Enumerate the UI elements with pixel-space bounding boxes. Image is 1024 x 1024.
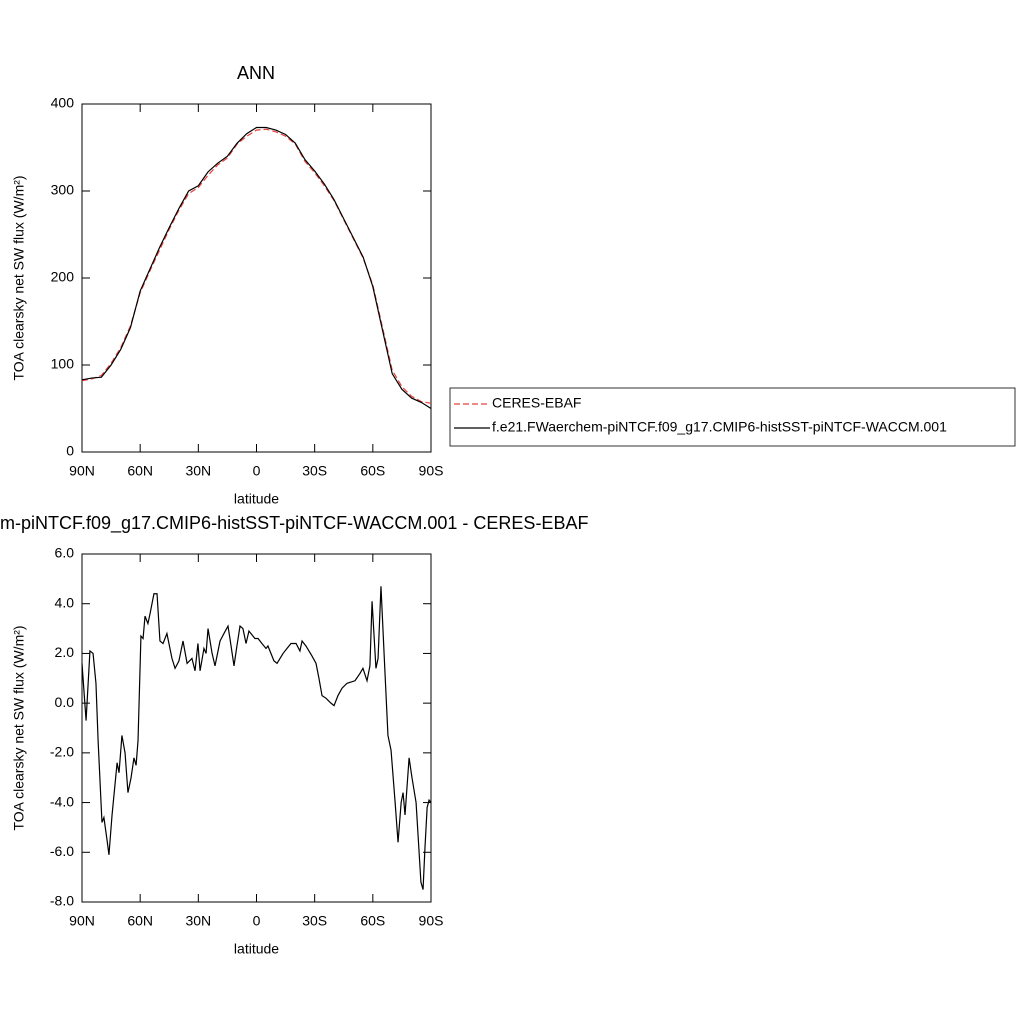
x-tick-label: 90N: [69, 463, 95, 479]
x-tick-label: 60S: [360, 463, 385, 479]
legend-box: [449, 387, 1016, 447]
x-tick-label: 30S: [302, 463, 327, 479]
y-tick-label: 6.0: [55, 545, 75, 561]
chart-title: m-piNTCF.f09_g17.CMIP6-histSST-piNTCF-WA…: [0, 513, 588, 534]
x-tick-label: 90S: [419, 913, 444, 929]
plot-frame: [81, 553, 432, 903]
y-axis-label: TOA clearsky net SW flux (W/m²): [11, 175, 27, 380]
plot-frame: [81, 103, 432, 453]
y-tick-label: 4.0: [55, 594, 75, 610]
x-axis-label: latitude: [234, 491, 279, 507]
y-tick-label: 400: [51, 95, 75, 111]
x-tick-label: 60N: [127, 463, 153, 479]
legend-label: CERES-EBAF: [492, 395, 581, 411]
y-tick-label: -8.0: [50, 893, 74, 909]
x-tick-label: 30N: [185, 463, 211, 479]
x-tick-label: 0: [253, 913, 261, 929]
y-tick-label: 200: [51, 269, 75, 285]
chart-title: ANN: [237, 63, 275, 83]
data-line: [81, 128, 432, 404]
y-tick-label: 300: [51, 182, 75, 198]
x-tick-label: 90S: [419, 463, 444, 479]
data-line: [81, 586, 432, 890]
y-tick-label: -2.0: [50, 744, 74, 760]
x-tick-label: 90N: [69, 913, 95, 929]
x-tick-label: 60N: [127, 913, 153, 929]
x-axis-label: latitude: [234, 941, 279, 957]
y-tick-label: -6.0: [50, 843, 74, 859]
y-tick-label: -4.0: [50, 793, 74, 809]
y-tick-label: 0: [66, 443, 74, 459]
y-tick-label: 0.0: [55, 694, 75, 710]
y-axis-label: TOA clearsky net SW flux (W/m²): [11, 625, 27, 830]
x-tick-label: 30N: [185, 913, 211, 929]
y-tick-label: 2.0: [55, 644, 75, 660]
x-tick-label: 60S: [360, 913, 385, 929]
x-tick-label: 0: [253, 463, 261, 479]
data-line: [81, 126, 432, 410]
x-tick-label: 30S: [302, 913, 327, 929]
y-tick-label: 100: [51, 356, 75, 372]
legend-label: f.e21.FWaerchem-piNTCF.f09_g17.CMIP6-his…: [492, 419, 947, 435]
